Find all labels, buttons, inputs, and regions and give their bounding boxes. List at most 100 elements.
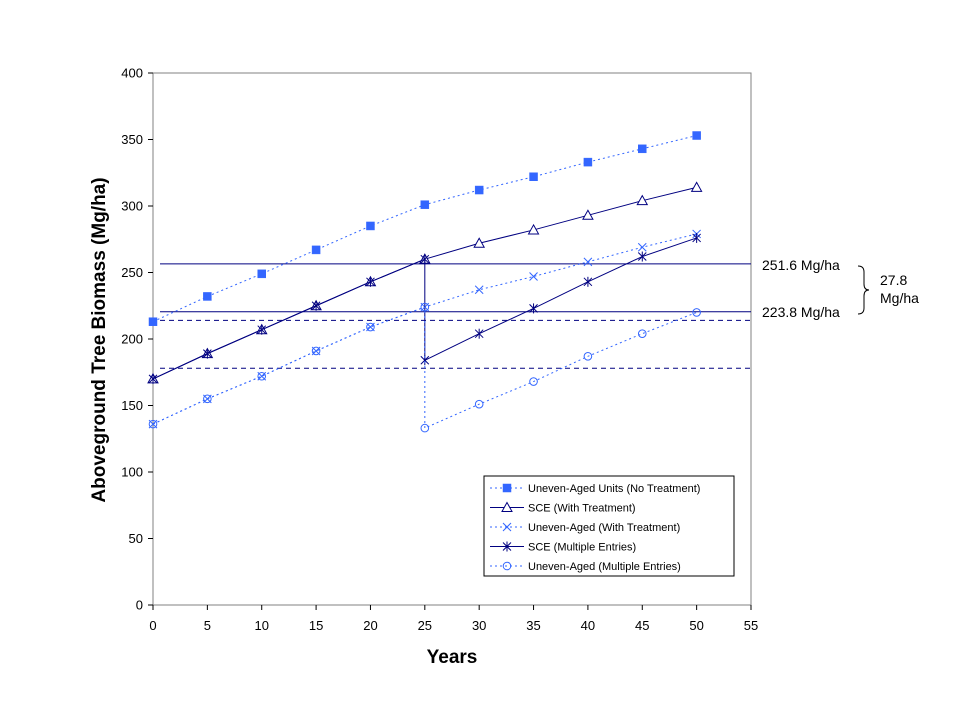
point-marker (638, 144, 647, 154)
data-point (257, 324, 267, 335)
data-point (148, 373, 158, 384)
series-line (152, 237, 697, 380)
point-marker (148, 317, 158, 326)
x-tick-label: 15 (309, 618, 323, 633)
legend-entry-label: SCE (Multiple Entries) (528, 542, 636, 554)
point-marker (502, 522, 512, 532)
legend-entry-label: Uneven-Aged (With Treatment) (528, 522, 680, 534)
point-marker (637, 242, 647, 252)
data-point (420, 423, 430, 433)
series-4 (148, 232, 701, 384)
legend-swatch-marker (502, 522, 512, 532)
data-point (529, 303, 538, 314)
x-tick-label: 30 (472, 618, 486, 633)
data-point (474, 185, 484, 195)
data-point (420, 302, 430, 312)
data-point (529, 172, 538, 181)
data-point (473, 237, 486, 248)
data-point (420, 254, 430, 265)
reference-lines (160, 263, 751, 369)
point-marker (583, 351, 593, 361)
data-point (148, 317, 158, 326)
point-marker (257, 269, 266, 279)
y-tick-label: 400 (121, 66, 143, 81)
y-tick-label: 50 (129, 531, 143, 546)
point-marker (636, 194, 649, 206)
annotation-brace (857, 265, 870, 315)
y-axis-title: Aboveground Tree Biomass (Mg/ha) (89, 177, 110, 502)
data-point (203, 394, 212, 404)
point-marker (582, 209, 594, 220)
data-point (692, 131, 701, 140)
series-5 (148, 302, 701, 433)
x-tick-label: 0 (149, 618, 156, 633)
legend-swatch-marker (501, 501, 513, 512)
legend-entry-label: Uneven-Aged Units (No Treatment) (528, 483, 700, 495)
legend-swatch-marker (502, 483, 512, 493)
data-point (257, 371, 267, 381)
point-marker (529, 172, 538, 181)
y-tick-label: 200 (121, 332, 143, 347)
data-point (527, 223, 540, 235)
data-point (311, 346, 321, 356)
annotation-lower-value: 223.8 Mg/ha (762, 304, 840, 320)
x-tick-label: 20 (363, 618, 377, 633)
annotation-difference-unit: Mg/ha (880, 290, 919, 306)
data-point (637, 329, 647, 338)
data-point (583, 351, 593, 361)
point-marker (420, 423, 430, 433)
data-point (366, 276, 375, 287)
data-point (637, 242, 647, 252)
data-point (474, 328, 484, 339)
point-marker (501, 501, 513, 512)
point-marker (311, 346, 321, 356)
data-point (582, 209, 594, 220)
y-axis: 0 50 100 150 200 250 300 350 400 (121, 66, 153, 613)
point-marker (527, 223, 540, 235)
x-axis-title: Years (427, 647, 478, 668)
point-marker (583, 257, 593, 267)
annotation-upper-value: 251.6 Mg/ha (762, 257, 840, 273)
x-tick-label: 45 (635, 618, 649, 633)
x-tick-label: 40 (581, 618, 595, 633)
point-marker (420, 200, 430, 209)
point-marker (529, 272, 538, 281)
data-point (690, 181, 703, 192)
point-marker (474, 399, 484, 409)
data-point (638, 144, 647, 154)
point-marker (502, 483, 512, 493)
legend-box (483, 475, 735, 577)
data-point (257, 269, 266, 279)
point-marker (473, 237, 486, 248)
legend-swatch-marker (502, 561, 512, 571)
x-axis: 0 5 10 15 20 25 30 35 40 45 50 55 (149, 605, 758, 633)
point-marker (366, 221, 375, 231)
point-marker (203, 394, 212, 404)
x-tick-label: 10 (254, 618, 268, 633)
y-tick-label: 350 (121, 132, 143, 147)
data-point (203, 348, 212, 359)
data-point (583, 257, 593, 267)
point-marker (366, 322, 375, 332)
point-marker (148, 419, 158, 429)
x-tick-label: 5 (204, 618, 211, 633)
legend-entry-label: SCE (With Treatment) (528, 503, 636, 515)
point-marker (474, 285, 484, 295)
point-marker (311, 245, 321, 255)
series-1 (148, 131, 701, 326)
data-point (203, 292, 212, 301)
data-point (583, 157, 593, 167)
data-point (366, 322, 375, 332)
x-tick-label: 25 (418, 618, 432, 633)
data-point (692, 308, 701, 317)
point-marker (637, 329, 647, 338)
x-tick-label: 50 (689, 618, 703, 633)
data-point (148, 419, 158, 429)
point-marker (257, 371, 267, 381)
data-point (474, 399, 484, 409)
point-marker (502, 561, 512, 571)
data-point (636, 194, 649, 206)
y-tick-label: 100 (121, 465, 143, 480)
x-tick-label: 35 (526, 618, 540, 633)
